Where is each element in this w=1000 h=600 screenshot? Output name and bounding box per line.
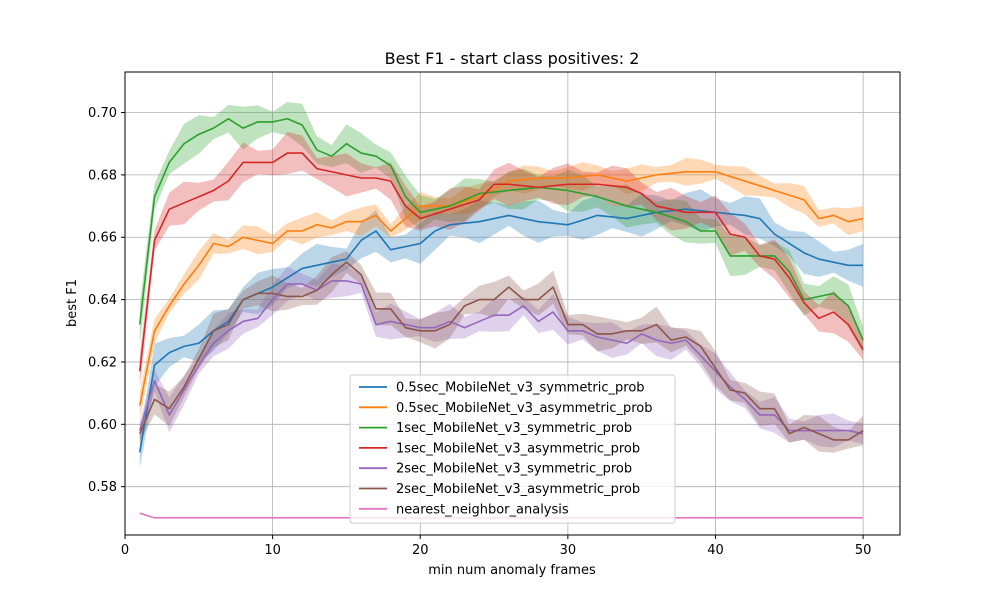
y-tick-label: 0.60 [88, 418, 117, 433]
legend-entry: 2sec_MobileNet_v3_asymmetric_prob [396, 482, 640, 497]
y-axis-label: best F1 [65, 279, 80, 327]
legend-entry: nearest_neighbor_analysis [396, 502, 569, 517]
x-axis-ticks: 0 10 20 30 40 50 [121, 535, 872, 558]
grid [124, 72, 900, 535]
legend-entry: 0.5sec_MobileNet_v3_symmetric_prob [396, 381, 645, 396]
x-axis-label: min num anomaly frames [428, 563, 596, 578]
series-band-0 [139, 189, 864, 469]
legend-entry: 1sec_MobileNet_v3_asymmetric_prob [396, 441, 640, 456]
y-tick-label: 0.68 [88, 168, 117, 183]
x-tick-label: 10 [264, 543, 281, 558]
y-tick-label: 0.58 [88, 480, 117, 495]
x-tick-label: 40 [707, 543, 724, 558]
series-line-4 [138, 280, 864, 435]
y-tick-label: 0.70 [88, 106, 117, 121]
series-line-2 [138, 117, 864, 341]
y-tick-label: 0.66 [88, 231, 117, 246]
x-tick-label: 0 [121, 543, 129, 558]
chart-title: Best F1 - start class positives: 2 [385, 49, 640, 68]
series-band-4 [139, 263, 864, 448]
legend-box [349, 374, 676, 524]
y-axis-ticks: 0.58 0.60 0.62 0.64 0.66 0.68 0.70 [88, 106, 125, 495]
x-tick-label: 30 [560, 543, 577, 558]
series-line-3 [138, 152, 864, 372]
plot-frame [124, 71, 901, 536]
legend: 0.5sec_MobileNet_v3_symmetric_prob 0.5sec… [349, 374, 676, 524]
series-band-1 [139, 157, 864, 420]
legend-entry: 0.5sec_MobileNet_v3_asymmetric_prob [396, 401, 653, 416]
series-lines [138, 117, 864, 519]
x-tick-label: 50 [855, 543, 872, 558]
series-line-0 [138, 208, 864, 453]
x-tick-label: 20 [412, 543, 429, 558]
series-band-3 [139, 132, 864, 389]
legend-entry: 2sec_MobileNet_v3_symmetric_prob [396, 462, 632, 477]
y-tick-label: 0.62 [88, 355, 117, 370]
series-band-2 [139, 102, 864, 354]
y-tick-label: 0.64 [88, 293, 117, 308]
series-line-5 [139, 261, 864, 441]
legend-entry: 1sec_MobileNet_v3_symmetric_prob [396, 421, 632, 436]
